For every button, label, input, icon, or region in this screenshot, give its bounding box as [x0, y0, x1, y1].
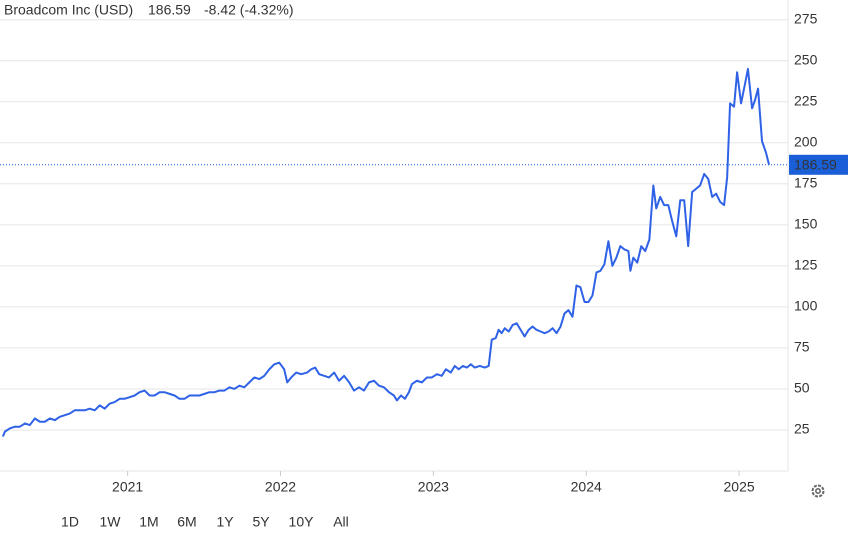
range-button[interactable]: 5Y — [252, 514, 270, 530]
gear-inner — [815, 488, 821, 494]
range-button[interactable]: 10Y — [289, 514, 315, 530]
x-tick-label: 2024 — [571, 479, 602, 495]
y-tick-label: 75 — [794, 339, 810, 355]
range-button[interactable]: 1Y — [216, 514, 234, 530]
range-button[interactable]: 1M — [139, 514, 158, 530]
y-tick-label: 150 — [794, 216, 818, 232]
x-tick-label: 2022 — [265, 479, 296, 495]
x-tick-label: 2023 — [418, 479, 449, 495]
header-price: 186.59 — [148, 2, 191, 18]
y-tick-label: 100 — [794, 298, 818, 314]
range-button[interactable]: 1W — [100, 514, 122, 530]
y-tick-label: 225 — [794, 92, 818, 108]
title: Broadcom Inc (USD) — [4, 2, 133, 18]
price-line — [1, 67, 771, 437]
y-tick-label: 200 — [794, 133, 818, 149]
range-button[interactable]: 1D — [61, 514, 79, 530]
y-tick-label: 50 — [794, 380, 810, 396]
x-tick-label: 2021 — [112, 479, 143, 495]
y-tick-label: 25 — [794, 421, 810, 437]
y-tick-label: 125 — [794, 257, 818, 273]
current-price-label: 186.59 — [794, 156, 837, 172]
header-change: -8.42 (-4.32%) — [204, 2, 293, 18]
range-button[interactable]: All — [333, 514, 349, 530]
y-tick-label: 175 — [794, 175, 818, 191]
gear-outer — [811, 484, 825, 498]
x-tick-label: 2025 — [724, 479, 755, 495]
settings-icon[interactable] — [811, 484, 825, 498]
y-tick-label: 250 — [794, 51, 818, 67]
y-tick-label: 275 — [794, 10, 818, 26]
range-button[interactable]: 6M — [177, 514, 196, 530]
current-price-box — [789, 154, 848, 175]
